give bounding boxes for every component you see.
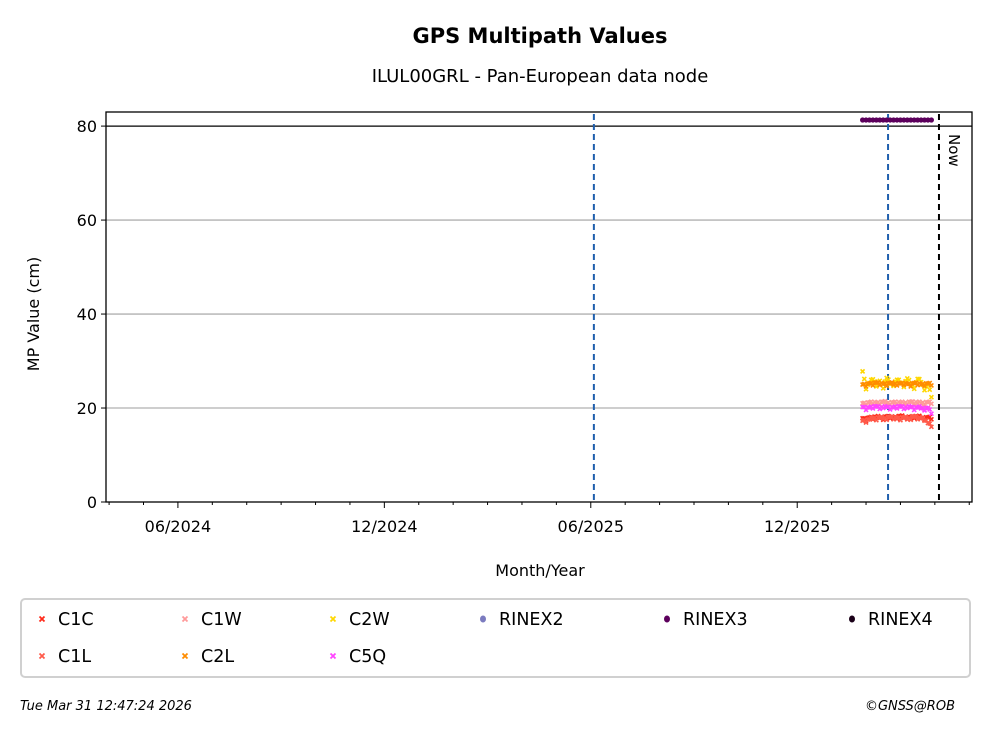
point-c1l (927, 420, 933, 427)
y-tick-label: 80 (77, 117, 97, 136)
legend-item-c1c: C1C (38, 610, 94, 630)
legend-marker-c2l (181, 652, 189, 660)
point-c2w (921, 387, 928, 393)
legend-item-c2l: C2L (181, 647, 234, 667)
y-tick-label: 0 (87, 493, 97, 512)
legend-label: C2L (201, 647, 234, 667)
point-c5q (927, 406, 933, 412)
legend-item-c1w: C1W (181, 610, 242, 630)
point-c2l (928, 382, 934, 389)
y-tick-label: 40 (77, 305, 97, 324)
point-c1l (928, 424, 934, 430)
legend-marker-c2w (329, 615, 337, 623)
legend-item-c1l: C1L (38, 647, 91, 667)
now-label: Now (945, 134, 963, 167)
legend-label: C5Q (349, 647, 386, 667)
point-c2w (916, 376, 922, 382)
point-c1l (908, 417, 914, 423)
y-tick-label: 20 (77, 399, 97, 418)
legend-label: RINEX3 (683, 610, 748, 630)
point-c5q (928, 411, 934, 417)
legend-marker-c1w (181, 615, 189, 623)
x-axis-label: Month/Year (495, 561, 585, 580)
chart-subtitle: ILUL00GRL - Pan-European data node (372, 66, 709, 87)
legend-label: C2W (349, 610, 390, 630)
legend-marker-c5q (329, 652, 337, 660)
x-tick-label: 06/2025 (558, 517, 624, 536)
legend-box (20, 598, 971, 678)
legend-marker-rinex4 (849, 615, 855, 623)
legend-label: C1W (201, 610, 242, 630)
point-c1w (928, 401, 934, 407)
legend-label: C1L (58, 647, 91, 667)
point-c2w (928, 394, 934, 400)
plot-frame (105, 111, 973, 503)
legend-item-c5q: C5Q (329, 647, 386, 667)
point-c2w (861, 376, 867, 382)
credit: ©GNSS@ROB (865, 699, 955, 714)
legend-item-rinex3: RINEX3 (664, 610, 748, 630)
point-c2w (860, 368, 866, 374)
legend-marker-c1l (38, 652, 46, 660)
legend-marker-rinex2 (480, 615, 486, 623)
chart-title: GPS Multipath Values (412, 24, 667, 48)
point-c1l (863, 420, 869, 426)
point-c2w (927, 387, 933, 393)
legend-marker-c1c (38, 615, 46, 623)
x-tick-label: 12/2024 (351, 517, 417, 536)
x-tick-label: 06/2024 (145, 517, 211, 536)
legend-label: RINEX2 (499, 610, 564, 630)
legend-item-rinex2: RINEX2 (480, 610, 564, 630)
legend-item-c2w: C2W (329, 610, 390, 630)
point-c1c (928, 416, 934, 422)
y-axis-label: MP Value (cm) (24, 257, 43, 371)
point-c2l (908, 383, 914, 389)
y-tick-label: 60 (77, 211, 97, 230)
x-tick-label: 12/2025 (764, 517, 830, 536)
legend-label: RINEX4 (868, 610, 933, 630)
point-rinex3 (928, 117, 935, 123)
timestamp: Tue Mar 31 12:47:24 2026 (20, 699, 192, 714)
legend-label: C1C (58, 610, 94, 630)
legend-marker-rinex3 (664, 615, 670, 623)
legend-item-rinex4: RINEX4 (849, 610, 933, 630)
